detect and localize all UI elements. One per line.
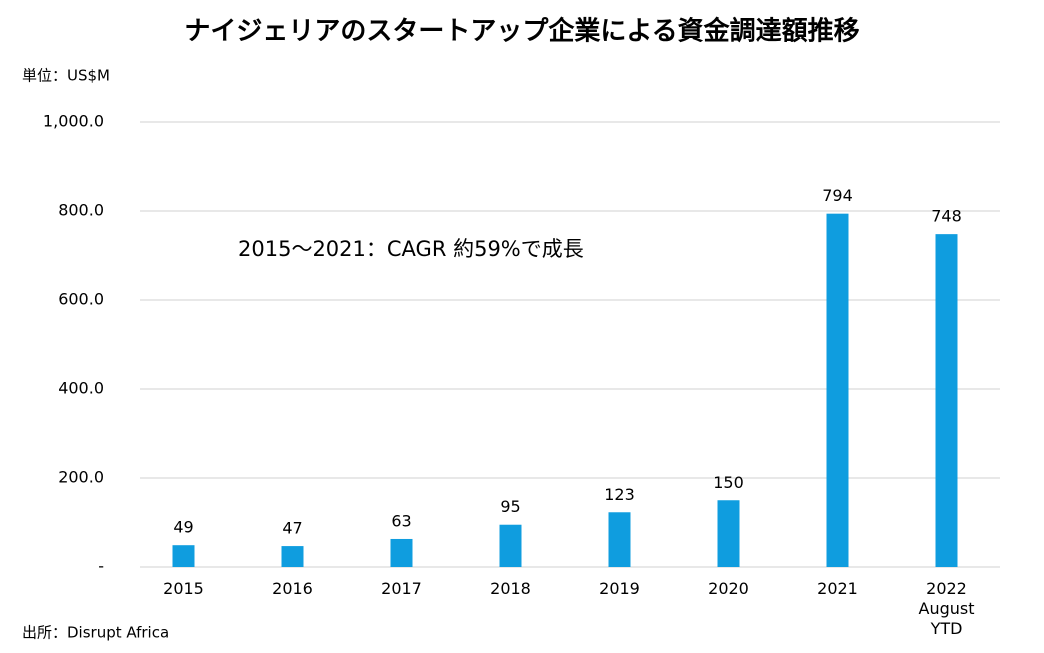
bar [826, 213, 849, 568]
bar [390, 538, 413, 567]
data-label: 150 [713, 473, 744, 492]
y-tick-label: 800.0 [58, 201, 104, 220]
y-tick-label: - [98, 557, 104, 576]
x-tick-label: 2021 [817, 579, 858, 598]
data-label: 49 [173, 518, 193, 537]
x-tick-label: 2018 [490, 579, 531, 598]
x-tick-label: 2022 August YTD [918, 579, 975, 638]
data-label: 95 [500, 497, 520, 516]
y-tick-label: 400.0 [58, 379, 104, 398]
x-tick-label: 2020 [708, 579, 749, 598]
annotation: 2015～2021：CAGR 約59%で成長 [238, 237, 584, 261]
bar [717, 500, 740, 567]
y-tick-label: 600.0 [58, 290, 104, 309]
y-tick-label: 200.0 [58, 468, 104, 487]
x-tick-label: 2015 [163, 579, 204, 598]
data-label: 47 [282, 519, 302, 538]
unit-label: 単位：US$M [22, 67, 110, 85]
data-label: 748 [931, 207, 962, 226]
data-label: 123 [604, 485, 635, 504]
bar [935, 234, 958, 567]
chart-title: ナイジェリアのスタートアップ企業による資金調達額推移 [184, 16, 859, 47]
data-label: 63 [391, 511, 411, 530]
data-label: 794 [822, 186, 853, 205]
x-tick-label: 2016 [272, 579, 313, 598]
x-tick-label: 2019 [599, 579, 640, 598]
bar [608, 512, 631, 567]
y-tick-label: 1,000.0 [43, 112, 104, 131]
bar [499, 524, 522, 567]
source: 出所：Disrupt Africa [22, 624, 169, 642]
x-tick-label: 2017 [381, 579, 422, 598]
bar [281, 546, 304, 567]
bar [172, 545, 195, 567]
